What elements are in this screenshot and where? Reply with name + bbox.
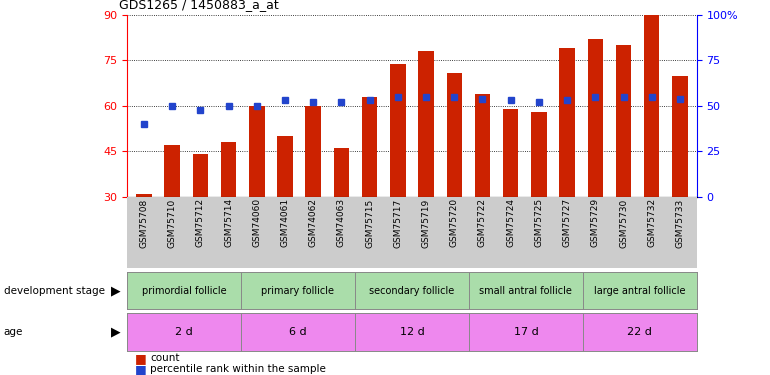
Text: GSM75708: GSM75708 [139, 198, 149, 248]
Text: GSM75714: GSM75714 [224, 198, 233, 248]
Text: GSM75730: GSM75730 [619, 198, 628, 248]
Bar [136, 194, 152, 197]
Text: GSM75719: GSM75719 [421, 198, 430, 248]
Bar [559, 48, 575, 197]
Text: ■: ■ [135, 352, 146, 364]
Text: GSM75727: GSM75727 [563, 198, 571, 248]
Bar [390, 63, 406, 197]
Text: GSM75720: GSM75720 [450, 198, 459, 248]
Text: ▶: ▶ [111, 284, 120, 297]
Text: GSM74062: GSM74062 [309, 198, 318, 247]
Text: GSM75722: GSM75722 [478, 198, 487, 247]
Text: 17 d: 17 d [514, 327, 538, 337]
Text: GSM75729: GSM75729 [591, 198, 600, 248]
Bar [277, 136, 293, 197]
Bar [418, 51, 434, 197]
Bar [447, 73, 462, 197]
Text: GSM75715: GSM75715 [365, 198, 374, 248]
Text: secondary follicle: secondary follicle [370, 286, 454, 296]
Text: percentile rank within the sample: percentile rank within the sample [150, 364, 326, 374]
Text: GSM74063: GSM74063 [337, 198, 346, 248]
Text: ▶: ▶ [111, 326, 120, 338]
Text: GSM75717: GSM75717 [393, 198, 403, 248]
Bar [503, 109, 518, 197]
Bar [192, 154, 208, 197]
Text: small antral follicle: small antral follicle [480, 286, 572, 296]
Text: 12 d: 12 d [400, 327, 424, 337]
Text: GSM75710: GSM75710 [168, 198, 176, 248]
Text: GDS1265 / 1450883_a_at: GDS1265 / 1450883_a_at [119, 0, 279, 11]
Text: ■: ■ [135, 363, 146, 375]
Text: primary follicle: primary follicle [262, 286, 334, 296]
Text: primordial follicle: primordial follicle [142, 286, 226, 296]
Text: 22 d: 22 d [628, 327, 652, 337]
Text: GSM75725: GSM75725 [534, 198, 544, 248]
Bar [475, 94, 490, 197]
Text: 2 d: 2 d [175, 327, 193, 337]
Bar [306, 106, 321, 197]
Text: GSM74060: GSM74060 [253, 198, 261, 248]
Text: GSM74061: GSM74061 [280, 198, 290, 248]
Text: 6 d: 6 d [290, 327, 306, 337]
Bar [644, 15, 659, 197]
Bar [588, 39, 603, 197]
Bar [531, 112, 547, 197]
Bar [165, 146, 180, 197]
Text: large antral follicle: large antral follicle [594, 286, 685, 296]
Text: GSM75712: GSM75712 [196, 198, 205, 248]
Bar [333, 148, 349, 197]
Text: GSM75733: GSM75733 [675, 198, 685, 248]
Text: count: count [150, 353, 179, 363]
Text: GSM75724: GSM75724 [506, 198, 515, 247]
Bar [221, 142, 236, 197]
Text: GSM75732: GSM75732 [648, 198, 656, 248]
Bar [616, 45, 631, 197]
Bar [249, 106, 265, 197]
Text: age: age [4, 327, 23, 337]
Bar [362, 97, 377, 197]
Text: development stage: development stage [4, 286, 105, 296]
Bar [672, 76, 688, 197]
